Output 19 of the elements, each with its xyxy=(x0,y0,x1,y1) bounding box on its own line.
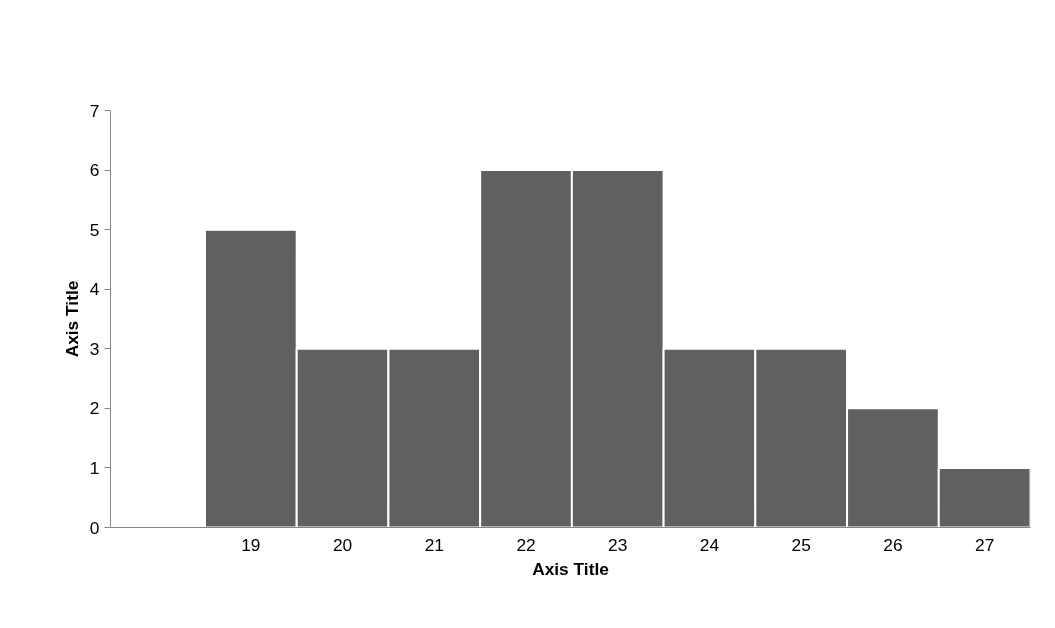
y-tick-label: 2 xyxy=(89,398,100,419)
y-tick-label: 1 xyxy=(89,457,100,478)
x-tick-label: 24 xyxy=(699,534,720,555)
y-axis-title: Axis Title xyxy=(61,280,82,358)
x-tick-label: 25 xyxy=(791,534,811,555)
x-tick-label: 20 xyxy=(332,534,353,555)
y-tick-label: 6 xyxy=(89,160,100,181)
x-tick-label: 26 xyxy=(883,534,903,555)
x-tick-label: 19 xyxy=(241,534,261,555)
x-tick-label: 23 xyxy=(608,534,628,555)
x-axis-title: Axis Title xyxy=(532,558,610,579)
x-tick-label: 22 xyxy=(516,534,536,555)
y-tick-label: 0 xyxy=(89,517,100,538)
x-tick-label: 21 xyxy=(424,534,444,555)
y-tick-label: 3 xyxy=(89,338,100,359)
x-tick-label: 27 xyxy=(975,534,995,555)
y-tick-label: 4 xyxy=(89,279,100,300)
y-tick-label: 5 xyxy=(89,219,100,240)
y-tick-label: 7 xyxy=(89,100,100,121)
